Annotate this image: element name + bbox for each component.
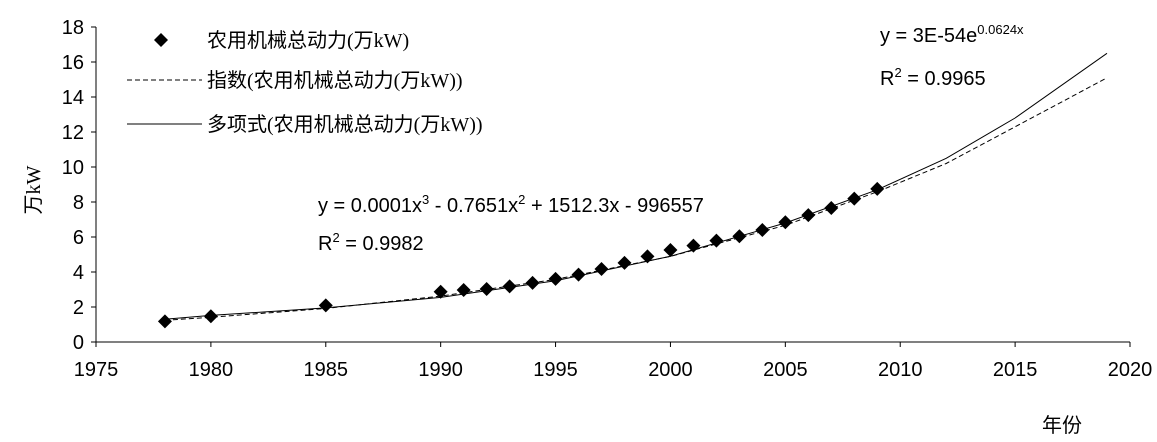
data-point-marker — [617, 255, 632, 270]
x-tick-label: 2015 — [993, 359, 1038, 381]
y-tick-label: 4 — [73, 262, 84, 284]
legend-label-polynomial: 多项式(农用机械总动力(万kW)) — [207, 113, 483, 136]
series-line-exponential — [164, 77, 1108, 321]
data-point-marker — [456, 283, 471, 298]
x-tick-label: 1975 — [74, 359, 119, 381]
x-tick-label: 1990 — [418, 359, 463, 381]
y-tick-label: 2 — [73, 297, 84, 319]
y-tick-label: 10 — [62, 157, 84, 179]
y-tick-label: 16 — [62, 52, 84, 74]
x-tick-label: 2020 — [1108, 359, 1153, 381]
data-point-marker — [709, 233, 724, 248]
data-point-marker — [548, 271, 563, 286]
x-tick-label: 1980 — [189, 359, 234, 381]
data-point-marker — [824, 200, 839, 215]
y-tick-label: 6 — [73, 227, 84, 249]
data-point-marker — [663, 242, 678, 257]
data-point-marker — [502, 279, 517, 294]
data-point-marker — [847, 191, 862, 206]
data-point-marker — [686, 238, 701, 253]
annotation-exponential: y = 3E-54e0.0624x R2 = 0.9965 — [880, 22, 1024, 90]
data-point-marker — [203, 309, 218, 324]
y-tick-label: 8 — [73, 192, 84, 214]
legend-marker-data — [154, 33, 168, 47]
x-tick-label: 1995 — [533, 359, 578, 381]
data-point-marker — [525, 275, 540, 290]
series-markers — [157, 181, 885, 329]
r2-polynomial: R2 = 0.9982 — [318, 230, 424, 255]
r2-exponential: R2 = 0.9965 — [880, 65, 986, 90]
data-point-marker — [318, 298, 333, 313]
y-tick-label: 0 — [73, 332, 84, 354]
y-tick-label: 12 — [62, 122, 84, 144]
data-point-marker — [870, 181, 885, 196]
data-point-marker — [755, 223, 770, 237]
data-point-marker — [433, 284, 448, 299]
data-point-marker — [640, 249, 655, 264]
data-point-marker — [571, 267, 586, 282]
y-tick-label: 14 — [62, 87, 84, 109]
data-point-marker — [732, 229, 747, 244]
legend: 农用机械总动力(万kW) 指数(农用机械总动力(万kW)) 多项式(农用机械总动… — [127, 29, 483, 136]
series-lines — [164, 52, 1108, 321]
x-axis-label: 年份 — [1042, 414, 1082, 437]
data-point-marker — [801, 208, 816, 223]
x-tick-labels: 1975 1980 1985 1990 1995 2000 2005 2010 2015 2020 — [74, 359, 1153, 381]
data-point-marker — [594, 262, 609, 277]
x-tick-label: 1985 — [304, 359, 349, 381]
series-line-polynomial — [164, 52, 1108, 320]
legend-label-data: 农用机械总动力(万kW) — [207, 29, 409, 52]
annotation-polynomial: y = 0.0001x3 - 0.7651x2 + 1512.3x - 9965… — [318, 192, 704, 255]
data-point-marker — [778, 215, 793, 230]
equation-exponential: y = 3E-54e0.0624x — [880, 22, 1024, 47]
x-tick-label: 2000 — [648, 359, 693, 381]
equation-polynomial: y = 0.0001x3 - 0.7651x2 + 1512.3x - 9965… — [318, 192, 704, 217]
y-tick-labels: 0 2 4 6 8 10 12 14 16 18 — [62, 17, 84, 354]
axes — [91, 26, 1131, 347]
data-point-marker — [157, 314, 172, 329]
data-point-marker — [479, 281, 494, 296]
legend-label-exponential: 指数(农用机械总动力(万kW)) — [207, 69, 463, 92]
y-tick-label: 18 — [62, 17, 84, 39]
x-tick-label: 2010 — [878, 359, 923, 381]
y-axis-label: 万kW — [23, 165, 45, 214]
x-tick-label: 2005 — [763, 359, 808, 381]
